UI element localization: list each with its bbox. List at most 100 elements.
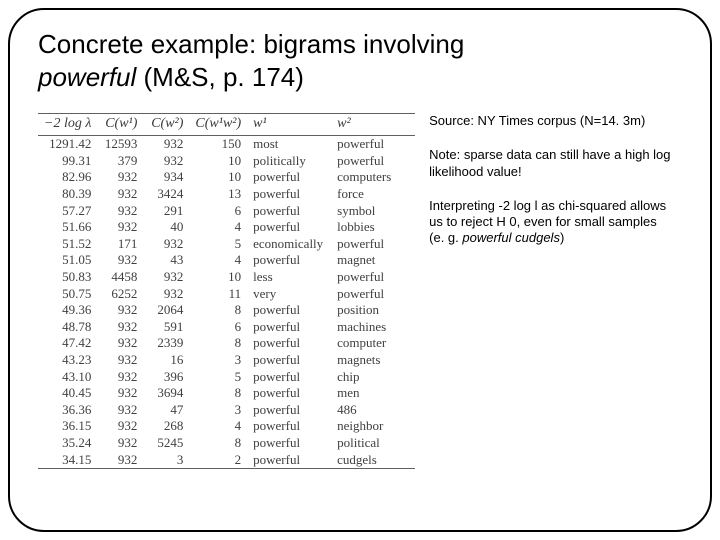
cell-loglambda: 49.36	[38, 302, 97, 319]
col-header-cw1w2: C(w¹w²)	[189, 114, 247, 136]
cell-cw1w2: 3	[189, 352, 247, 369]
table-row: 51.521719325economicallypowerful	[38, 236, 415, 253]
cell-cw2: 47	[143, 402, 189, 419]
table-row: 51.66932404powerfullobbies	[38, 219, 415, 236]
annotation-interp-eg-suffix: )	[560, 230, 564, 245]
cell-cw2: 3	[143, 451, 189, 468]
cell-loglambda: 36.15	[38, 418, 97, 435]
table-body: 1291.4212593932150mostpowerful99.3137993…	[38, 136, 415, 469]
cell-w2: computers	[331, 169, 415, 186]
bigram-table-wrap: −2 log λ C(w¹) C(w²) C(w¹w²) w¹ w² 1291.…	[38, 113, 415, 469]
cell-cw1w2: 4	[189, 219, 247, 236]
cell-w2: position	[331, 302, 415, 319]
col-header-cw2: C(w²)	[143, 114, 189, 136]
cell-cw2: 3694	[143, 385, 189, 402]
annotations-column: Source: NY Times corpus (N=14. 3m) Note:…	[429, 113, 682, 265]
cell-w2: powerful	[331, 153, 415, 170]
cell-loglambda: 48.78	[38, 319, 97, 336]
cell-cw1w2: 8	[189, 385, 247, 402]
table-row: 51.05932434powerfulmagnet	[38, 252, 415, 269]
cell-cw1w2: 10	[189, 169, 247, 186]
cell-w1: powerful	[247, 352, 331, 369]
table-row: 35.2493252458powerfulpolitical	[38, 435, 415, 452]
cell-w2: symbol	[331, 202, 415, 219]
cell-w1: politically	[247, 153, 331, 170]
cell-cw1w2: 8	[189, 302, 247, 319]
cell-cw2: 932	[143, 153, 189, 170]
cell-w2: chip	[331, 368, 415, 385]
cell-cw1: 12593	[97, 136, 143, 153]
cell-cw1w2: 8	[189, 335, 247, 352]
cell-w1: powerful	[247, 385, 331, 402]
table-row: 36.36932473powerful486	[38, 402, 415, 419]
cell-cw2: 591	[143, 319, 189, 336]
col-header-w1: w¹	[247, 114, 331, 136]
cell-cw1: 4458	[97, 269, 143, 286]
cell-cw1: 932	[97, 402, 143, 419]
cell-w1: powerful	[247, 219, 331, 236]
table-row: 99.3137993210politicallypowerful	[38, 153, 415, 170]
cell-cw1: 932	[97, 335, 143, 352]
cell-loglambda: 51.05	[38, 252, 97, 269]
table-row: 36.159322684powerfulneighbor	[38, 418, 415, 435]
cell-w1: less	[247, 269, 331, 286]
cell-cw2: 268	[143, 418, 189, 435]
cell-cw2: 934	[143, 169, 189, 186]
cell-loglambda: 80.39	[38, 186, 97, 203]
cell-loglambda: 43.23	[38, 352, 97, 369]
cell-cw1: 6252	[97, 285, 143, 302]
cell-cw1: 932	[97, 352, 143, 369]
cell-cw1: 932	[97, 368, 143, 385]
col-header-w2: w²	[331, 114, 415, 136]
table-row: 47.4293223398powerfulcomputer	[38, 335, 415, 352]
annotation-interp-main: Interpreting -2 log l as chi-squared all…	[429, 198, 666, 229]
cell-cw1: 932	[97, 202, 143, 219]
cell-cw1: 932	[97, 186, 143, 203]
table-row: 57.279322916powerfulsymbol	[38, 202, 415, 219]
annotation-interpretation: Interpreting -2 log l as chi-squared all…	[429, 198, 682, 247]
cell-w2: 486	[331, 402, 415, 419]
cell-loglambda: 99.31	[38, 153, 97, 170]
content-row: −2 log λ C(w¹) C(w²) C(w¹w²) w¹ w² 1291.…	[38, 113, 682, 469]
cell-w1: powerful	[247, 435, 331, 452]
cell-cw1w2: 4	[189, 252, 247, 269]
cell-cw1: 379	[97, 153, 143, 170]
cell-cw1: 932	[97, 435, 143, 452]
cell-w1: most	[247, 136, 331, 153]
cell-w2: men	[331, 385, 415, 402]
cell-w1: powerful	[247, 169, 331, 186]
cell-loglambda: 36.36	[38, 402, 97, 419]
cell-loglambda: 47.42	[38, 335, 97, 352]
cell-w1: powerful	[247, 252, 331, 269]
cell-cw1: 932	[97, 319, 143, 336]
cell-w1: powerful	[247, 202, 331, 219]
cell-w2: lobbies	[331, 219, 415, 236]
cell-loglambda: 1291.42	[38, 136, 97, 153]
cell-cw2: 932	[143, 285, 189, 302]
annotation-interp-eg-prefix: (e. g.	[429, 230, 462, 245]
cell-cw1: 932	[97, 252, 143, 269]
cell-w1: powerful	[247, 451, 331, 468]
cell-cw1: 932	[97, 169, 143, 186]
cell-cw1: 932	[97, 219, 143, 236]
cell-w1: powerful	[247, 418, 331, 435]
cell-cw1w2: 8	[189, 435, 247, 452]
annotation-interp-eg-italic: powerful cudgels	[462, 230, 560, 245]
bigram-table: −2 log λ C(w¹) C(w²) C(w¹w²) w¹ w² 1291.…	[38, 113, 415, 469]
cell-loglambda: 35.24	[38, 435, 97, 452]
cell-cw2: 932	[143, 236, 189, 253]
title-line1: Concrete example: bigrams involving	[38, 29, 464, 59]
cell-cw2: 2064	[143, 302, 189, 319]
cell-loglambda: 43.10	[38, 368, 97, 385]
cell-cw1w2: 6	[189, 319, 247, 336]
cell-loglambda: 50.83	[38, 269, 97, 286]
cell-cw1: 932	[97, 418, 143, 435]
table-head: −2 log λ C(w¹) C(w²) C(w¹w²) w¹ w²	[38, 114, 415, 136]
cell-cw1w2: 11	[189, 285, 247, 302]
cell-w2: powerful	[331, 269, 415, 286]
cell-loglambda: 82.96	[38, 169, 97, 186]
cell-cw1w2: 13	[189, 186, 247, 203]
cell-w2: powerful	[331, 236, 415, 253]
cell-cw1: 171	[97, 236, 143, 253]
cell-w1: powerful	[247, 302, 331, 319]
